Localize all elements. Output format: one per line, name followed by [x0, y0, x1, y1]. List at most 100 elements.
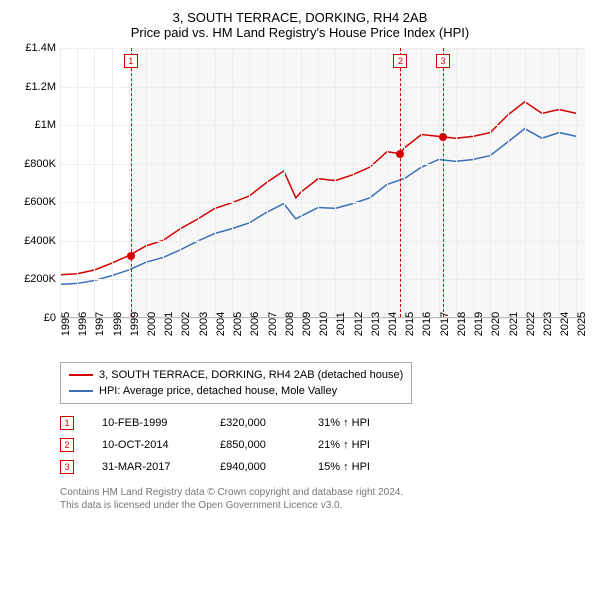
gridline-v	[542, 48, 543, 317]
transaction-diff: 31% ↑ HPI	[318, 412, 398, 434]
gridline-h	[60, 48, 585, 49]
transaction-row: 331-MAR-2017£940,00015% ↑ HPI	[60, 456, 585, 478]
gridline-v	[215, 48, 216, 317]
x-tick-label: 2011	[335, 312, 347, 336]
marker-badge: 3	[436, 54, 450, 68]
x-tick-label: 2024	[559, 312, 571, 336]
gridline-v	[404, 48, 405, 317]
gridline-v	[318, 48, 319, 317]
gridline-v	[180, 48, 181, 317]
x-tick-label: 2009	[301, 312, 313, 336]
gridline-v	[232, 48, 233, 317]
legend-swatch	[69, 374, 93, 376]
legend-item: 3, SOUTH TERRACE, DORKING, RH4 2AB (deta…	[69, 367, 403, 383]
chart-area: £0£200K£400K£600K£800K£1M£1.2M£1.4M 123 …	[15, 48, 585, 358]
gridline-v	[559, 48, 560, 317]
legend-label: 3, SOUTH TERRACE, DORKING, RH4 2AB (deta…	[99, 367, 403, 383]
transaction-badge: 1	[60, 416, 74, 430]
gridline-v	[439, 48, 440, 317]
x-tick-label: 2002	[180, 312, 192, 336]
x-tick-label: 2003	[198, 312, 210, 336]
footer-attribution: Contains HM Land Registry data © Crown c…	[60, 486, 585, 512]
footer-line-2: This data is licensed under the Open Gov…	[60, 499, 585, 512]
gridline-v	[129, 48, 130, 317]
gridline-h	[60, 125, 585, 126]
gridline-v	[198, 48, 199, 317]
gridline-v	[335, 48, 336, 317]
gridline-v	[249, 48, 250, 317]
x-tick-label: 1999	[129, 312, 141, 336]
gridline-v	[387, 48, 388, 317]
transaction-badge: 2	[60, 438, 74, 452]
transaction-price: £940,000	[220, 456, 290, 478]
marker-dot	[396, 150, 404, 158]
plot-area: 1 2 3	[60, 48, 585, 318]
gridline-v	[146, 48, 147, 317]
marker-dot	[127, 252, 135, 260]
marker-badge: 1	[124, 54, 138, 68]
marker-line	[131, 48, 132, 317]
x-tick-label: 1996	[77, 312, 89, 336]
x-tick-label: 2001	[163, 312, 175, 336]
x-tick-label: 1997	[94, 312, 106, 336]
gridline-v	[421, 48, 422, 317]
transaction-date: 10-FEB-1999	[102, 412, 192, 434]
x-tick-label: 2005	[232, 312, 244, 336]
legend-item: HPI: Average price, detached house, Mole…	[69, 383, 403, 399]
legend-swatch	[69, 390, 93, 392]
x-tick-label: 2008	[284, 312, 296, 336]
x-axis: 1995199619971998199920002001200220032004…	[60, 320, 585, 358]
x-tick-label: 2016	[421, 312, 433, 336]
legend: 3, SOUTH TERRACE, DORKING, RH4 2AB (deta…	[60, 362, 412, 404]
x-tick-label: 1995	[60, 312, 72, 336]
x-tick-label: 2018	[456, 312, 468, 336]
gridline-h	[60, 87, 585, 88]
marker-dot	[439, 133, 447, 141]
gridline-v	[77, 48, 78, 317]
gridline-v	[284, 48, 285, 317]
x-tick-label: 2015	[404, 312, 416, 336]
gridline-v	[353, 48, 354, 317]
gridline-v	[456, 48, 457, 317]
y-tick-label: £1.2M	[25, 81, 56, 93]
x-tick-label: 2019	[473, 312, 485, 336]
x-tick-label: 2025	[576, 312, 588, 336]
gridline-v	[525, 48, 526, 317]
gridline-v	[370, 48, 371, 317]
x-tick-label: 2007	[267, 312, 279, 336]
x-tick-label: 2023	[542, 312, 554, 336]
footer-line-1: Contains HM Land Registry data © Crown c…	[60, 486, 585, 499]
marker-line	[400, 48, 401, 317]
transaction-price: £320,000	[220, 412, 290, 434]
x-tick-label: 2021	[508, 312, 520, 336]
marker-badge: 2	[393, 54, 407, 68]
transaction-diff: 21% ↑ HPI	[318, 434, 398, 456]
marker-line	[443, 48, 444, 317]
transaction-price: £850,000	[220, 434, 290, 456]
x-tick-label: 2012	[353, 312, 365, 336]
x-tick-label: 2013	[370, 312, 382, 336]
line-series-svg	[60, 48, 585, 317]
x-tick-label: 2000	[146, 312, 158, 336]
y-tick-label: £1.4M	[25, 42, 56, 54]
x-tick-label: 2014	[387, 312, 399, 336]
transaction-row: 1 10-FEB-1999 £320,000 31% ↑ HPI	[60, 412, 585, 434]
gridline-v	[301, 48, 302, 317]
y-tick-label: £200K	[24, 273, 56, 285]
gridline-v	[508, 48, 509, 317]
y-axis: £0£200K£400K£600K£800K£1M£1.2M£1.4M	[15, 48, 60, 318]
transaction-table: 110-FEB-1999£320,00031% ↑ HPI210-OCT-201…	[60, 412, 585, 478]
y-tick-label: £600K	[24, 196, 56, 208]
gridline-v	[112, 48, 113, 317]
gridline-v	[490, 48, 491, 317]
gridline-h	[60, 241, 585, 242]
gridline-v	[94, 48, 95, 317]
gridline-v	[473, 48, 474, 317]
gridline-h	[60, 164, 585, 165]
x-tick-label: 2004	[215, 312, 227, 336]
gridline-h	[60, 202, 585, 203]
transaction-date: 31-MAR-2017	[102, 456, 192, 478]
y-tick-label: £1M	[35, 119, 56, 131]
gridline-h	[60, 279, 585, 280]
x-tick-label: 2022	[525, 312, 537, 336]
